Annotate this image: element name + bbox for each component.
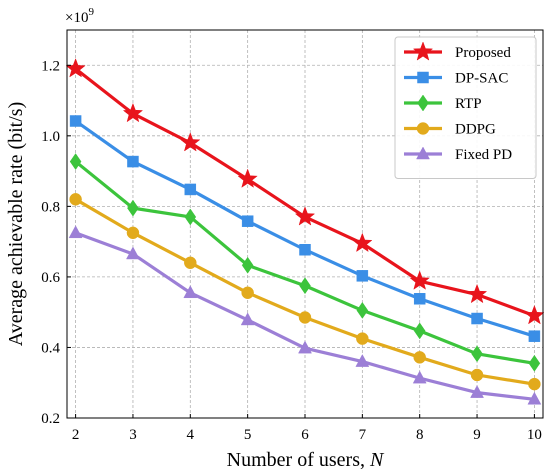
data-point: [352, 232, 373, 253]
data-point: [241, 286, 254, 300]
data-point: [183, 285, 198, 299]
data-point: [413, 293, 426, 305]
legend-entry: Fixed PD: [404, 146, 512, 163]
series-dp-sac: [69, 115, 541, 342]
data-point: [470, 368, 484, 382]
data-point: [122, 102, 144, 123]
data-point: [240, 312, 255, 326]
data-point: [299, 277, 311, 295]
x-tick-label: 9: [473, 427, 481, 443]
data-point: [356, 301, 369, 319]
data-point: [241, 215, 254, 227]
data-point: [528, 354, 541, 372]
legend: Proposed DP-SAC RTP DDPG Fixed PD: [394, 36, 537, 179]
data-point: [527, 391, 542, 405]
data-point: [241, 256, 254, 274]
series-ddpg: [69, 193, 541, 391]
legend-marker: [417, 94, 429, 112]
legend-entry: DP-SAC: [404, 71, 508, 87]
data-point: [471, 345, 483, 363]
data-point: [356, 332, 369, 345]
y-tick-label: 1.0: [41, 129, 60, 145]
data-point: [127, 155, 139, 168]
legend-marker: [412, 41, 434, 61]
data-point: [184, 256, 197, 270]
data-point: [126, 246, 140, 260]
data-point: [298, 311, 312, 324]
data-point: [299, 243, 311, 256]
x-tick-label: 5: [244, 427, 252, 443]
x-tick-label: 8: [416, 427, 424, 443]
data-point: [524, 304, 545, 325]
legend-frame: [394, 36, 537, 179]
data-point: [184, 208, 197, 226]
legend-entry: DDPG: [404, 122, 496, 138]
data-point: [294, 206, 316, 226]
legend-label: Proposed: [455, 45, 511, 61]
data-point: [69, 153, 82, 171]
x-tick-label: 4: [187, 427, 195, 443]
y-tick-label: 1.2: [41, 58, 60, 74]
series-layer: [65, 58, 545, 405]
data-point: [471, 312, 483, 325]
data-point: [237, 168, 258, 188]
data-point: [409, 270, 430, 290]
y-axis-multiplier: ×109: [65, 6, 94, 26]
y-axis-label: Average achievable rate (bit/s): [5, 102, 27, 347]
legend-label: DDPG: [455, 122, 496, 138]
x-tick-label: 10: [527, 427, 542, 443]
data-point: [127, 199, 139, 217]
data-point: [528, 377, 541, 391]
x-axis-label: Number of users, N: [227, 449, 385, 471]
x-tick-label: 2: [72, 427, 80, 443]
data-point: [69, 193, 82, 206]
x-tick-label: 6: [301, 427, 309, 443]
data-point: [413, 351, 426, 364]
data-point: [180, 132, 201, 152]
legend-entry: Proposed: [404, 41, 511, 61]
axis-ticks: 2 3 4 5 6 7 8 9 10 0.2 0.4 0.6 0.8 1.0 1.2: [41, 58, 542, 443]
legend-marker: [416, 122, 430, 135]
y-tick-label: 0.4: [41, 340, 60, 356]
data-point: [184, 183, 197, 196]
series-fixed-pd: [68, 225, 542, 405]
data-point: [298, 340, 312, 354]
data-point: [412, 370, 427, 384]
data-point: [126, 226, 140, 240]
data-point: [466, 283, 488, 304]
series-proposed: [65, 58, 545, 325]
data-point: [413, 322, 426, 340]
x-tick-label: 7: [359, 427, 367, 443]
data-point: [68, 225, 83, 239]
y-tick-label: 0.6: [41, 270, 60, 286]
legend-entry: RTP: [404, 94, 482, 112]
y-tick-label: 0.8: [41, 199, 60, 215]
legend-label: RTP: [455, 96, 482, 112]
legend-label: Fixed PD: [455, 147, 512, 163]
legend-marker: [416, 146, 430, 160]
x-tick-label: 3: [129, 427, 137, 443]
data-point: [355, 354, 370, 367]
data-point: [528, 330, 541, 342]
data-point: [470, 385, 484, 398]
data-point: [356, 270, 369, 282]
legend-label: DP-SAC: [455, 71, 508, 87]
y-tick-label: 0.2: [41, 411, 60, 427]
legend-marker: [417, 71, 429, 84]
data-point: [69, 115, 82, 127]
series-rtp: [69, 153, 541, 372]
